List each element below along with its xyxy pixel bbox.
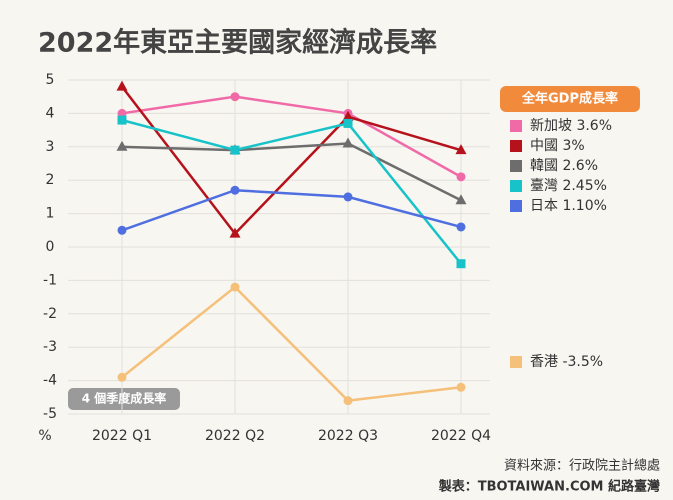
x-tick-label: 2022 Q3 [318,428,378,444]
point [230,185,240,195]
point [342,137,354,148]
x-tick-label: 2022 Q4 [431,428,491,444]
point [456,259,466,269]
point [230,92,240,102]
legend-swatch [510,120,522,132]
legend-label: 中國 3% [530,138,585,154]
x-tick-label: 2022 Q2 [205,428,265,444]
credit: 製表：TBOTAIWAN.COM 紀路臺灣 [438,479,660,495]
legend-label: 韓國 2.6% [530,158,598,174]
y-tick-label: -5 [43,406,57,422]
point [230,282,240,292]
point [117,372,127,382]
point [116,80,128,91]
point [342,110,354,121]
y-tick-label: -3 [43,339,57,355]
point [117,225,127,235]
legend-title: 全年GDP成長率 [521,91,618,107]
y-tick-label: 2 [46,172,55,188]
point [229,227,241,238]
legend-swatch [510,140,522,152]
y-tick-label: 5 [46,72,55,88]
y-tick-label: 4 [46,105,55,121]
quarter-badge [68,388,180,410]
y-tick-label: -1 [43,272,57,288]
series-line [121,95,462,178]
x-tick-label: 2022 Q1 [92,428,152,444]
point [456,222,466,232]
legend-label: 新加坡 3.6% [530,118,612,134]
quarter-label: 4 個季度成長率 [82,391,167,406]
point [455,194,467,205]
y-unit: % [38,428,51,444]
y-tick-label: 1 [46,206,55,222]
y-tick-label: -2 [43,306,57,322]
point [343,118,353,128]
legend-swatch [510,200,522,212]
legend-swatch [510,180,522,192]
point [456,172,466,182]
series-line [121,118,462,265]
legend-badge [500,86,640,112]
legend-label: 臺灣 2.45% [530,178,607,194]
legend-swatch [510,356,522,368]
point [455,144,467,155]
point [230,145,240,155]
series-line [121,85,462,236]
chart-title: 2022年東亞主要國家經濟成長率 [38,27,437,59]
series-line [121,188,462,232]
y-tick-label: 0 [46,239,55,255]
point [343,192,353,202]
legend-swatch [510,160,522,172]
source: 資料來源：行政院主計總處 [504,458,660,474]
legend-label: 香港 -3.5% [530,354,603,370]
point [116,140,128,151]
y-tick-label: 3 [46,139,55,155]
series-line [121,142,462,202]
series-line [121,285,462,402]
point [343,396,353,406]
point [456,382,466,392]
point [117,115,127,125]
legend-label: 日本 1.10% [530,198,607,214]
y-tick-label: -4 [43,373,57,389]
